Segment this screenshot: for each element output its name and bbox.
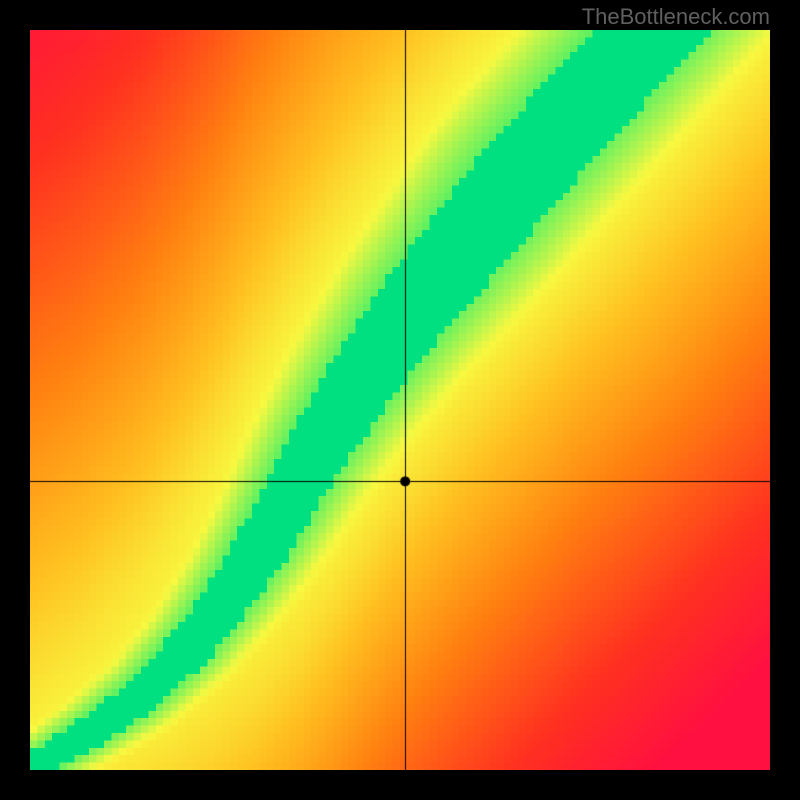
watermark-text: TheBottleneck.com [582, 4, 770, 30]
chart-container: { "watermark": { "text": "TheBottleneck.… [0, 0, 800, 800]
bottleneck-heatmap [30, 30, 770, 770]
